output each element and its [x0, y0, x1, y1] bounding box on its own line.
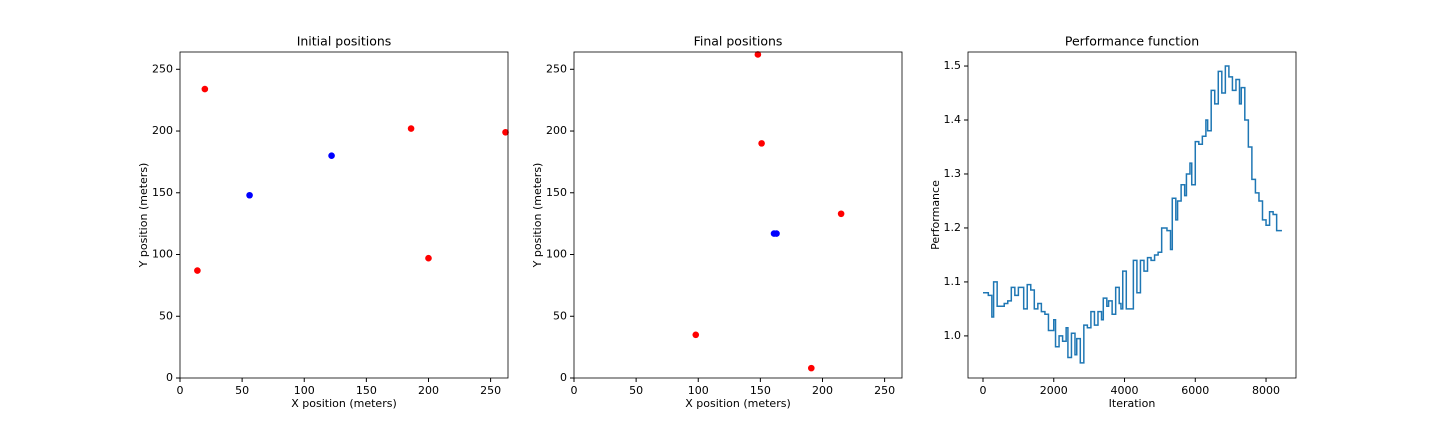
point	[502, 128, 509, 136]
x-tick-label: 50	[629, 384, 643, 397]
x-tick-label: 200	[418, 384, 439, 397]
x-tick-label: 0	[980, 384, 987, 397]
x-tick-label: 150	[356, 384, 377, 397]
y-tick-label: 1.1	[944, 275, 962, 288]
x-axis-label: Iteration	[1109, 397, 1156, 410]
performance-line	[983, 65, 1282, 364]
x-tick-label: 100	[688, 384, 709, 397]
y-tick-label: 1.3	[944, 167, 962, 180]
point	[425, 254, 432, 262]
x-tick-label: 0	[177, 384, 184, 397]
point	[808, 364, 815, 372]
y-tick-label: 250	[546, 62, 567, 75]
axes-frame	[179, 51, 509, 379]
y-tick-label: 100	[546, 248, 567, 261]
x-tick-label: 50	[235, 384, 249, 397]
x-tick-label: 0	[571, 384, 578, 397]
y-tick-label: 0	[560, 371, 567, 384]
point	[407, 125, 415, 132]
x-tick-label: 8000	[1252, 384, 1280, 397]
y-axis-label: Y position (meters)	[137, 163, 150, 269]
y-tick-label: 150	[546, 186, 567, 199]
y-tick-label: 1.0	[944, 329, 962, 342]
x-tick-label: 200	[812, 384, 833, 397]
point	[194, 267, 201, 274]
y-tick-label: 50	[159, 309, 173, 322]
point	[758, 140, 765, 147]
chart-title: Final positions	[694, 34, 783, 49]
x-tick-label: 250	[874, 384, 895, 397]
axes-frame	[967, 51, 1297, 379]
point	[201, 85, 209, 93]
y-tick-label: 200	[546, 124, 567, 137]
y-tick-label: 1.4	[944, 113, 962, 126]
x-tick-label: 250	[480, 384, 501, 397]
x-tick-label: 2000	[1040, 384, 1068, 397]
y-tick-label: 200	[152, 124, 173, 137]
y-tick-label: 1.5	[944, 59, 962, 72]
chart-title: Performance function	[1065, 34, 1199, 49]
point	[754, 51, 762, 58]
y-tick-label: 1.2	[944, 221, 962, 234]
y-tick-label: 250	[152, 62, 173, 75]
y-tick-label: 0	[166, 371, 173, 384]
x-tick-label: 6000	[1181, 384, 1209, 397]
point	[328, 152, 335, 160]
x-tick-label: 150	[750, 384, 771, 397]
y-axis-label: Performance	[929, 180, 942, 250]
y-tick-label: 50	[553, 309, 567, 322]
axes-frame	[573, 51, 903, 379]
x-tick-label: 100	[294, 384, 315, 397]
y-tick-label: 100	[152, 248, 173, 261]
y-tick-label: 150	[152, 186, 173, 199]
y-axis-label: Y position (meters)	[531, 163, 544, 269]
point	[246, 191, 253, 199]
x-axis-label: X position (meters)	[291, 397, 397, 410]
x-tick-label: 4000	[1111, 384, 1139, 397]
point	[692, 331, 700, 339]
point	[773, 230, 780, 237]
x-axis-label: X position (meters)	[685, 397, 791, 410]
point	[837, 210, 845, 218]
chart-title: Initial positions	[297, 34, 392, 49]
